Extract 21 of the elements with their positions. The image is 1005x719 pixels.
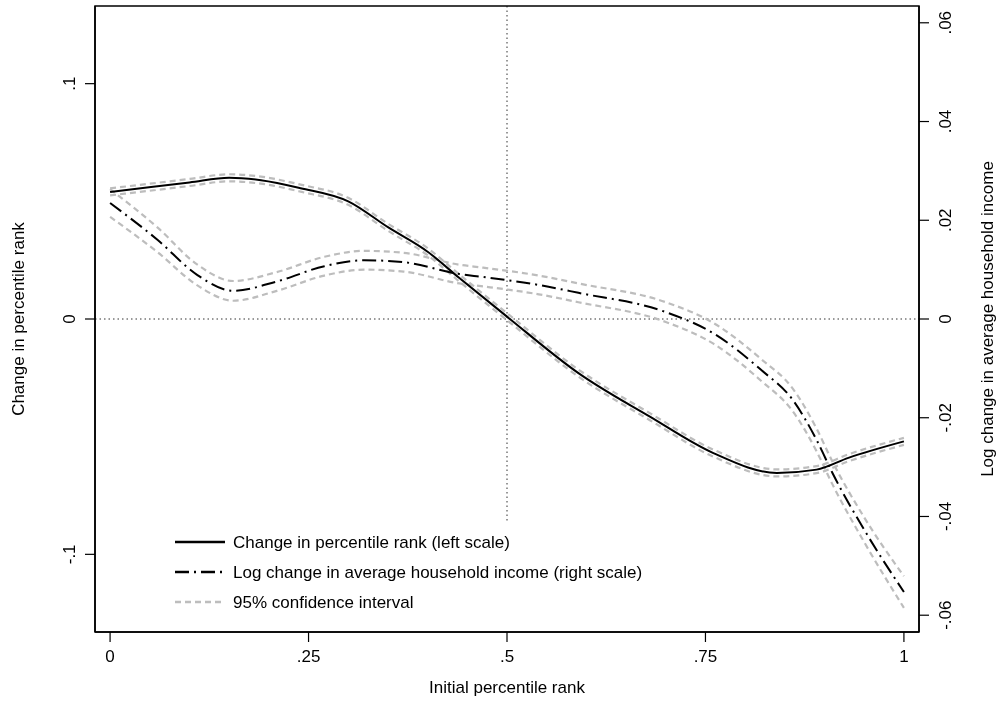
x-tick-label: 0 xyxy=(105,647,115,666)
x-tick-label: .25 xyxy=(296,647,321,666)
x-tick-label: .5 xyxy=(499,647,515,666)
legend-label: Log change in average household income (right scale) xyxy=(233,563,643,582)
x-tick-label: 1 xyxy=(899,647,909,666)
y2-tick-label: .04 xyxy=(936,109,955,134)
x-axis-title: Initial percentile rank xyxy=(429,678,586,697)
y2-tick-label: .02 xyxy=(936,208,955,233)
y2-tick-label: -.04 xyxy=(936,501,955,532)
y-tick-label: .1 xyxy=(60,76,79,91)
legend-label: Change in percentile rank (left scale) xyxy=(233,533,510,552)
y-tick-label: -.1 xyxy=(60,544,79,565)
y-tick-label: 0 xyxy=(60,314,79,324)
y2-tick-label: 0 xyxy=(936,314,955,324)
x-tick-label: .75 xyxy=(693,647,718,666)
y2-tick-label: -.06 xyxy=(936,600,955,630)
legend-label: 95% confidence interval xyxy=(233,593,414,612)
y2-tick-label: -.02 xyxy=(936,403,955,433)
y2-tick-label: .06 xyxy=(936,10,955,35)
y2-axis-title: Log change in average household income xyxy=(978,161,997,477)
y-axis-title: Change in percentile rank xyxy=(9,221,28,416)
